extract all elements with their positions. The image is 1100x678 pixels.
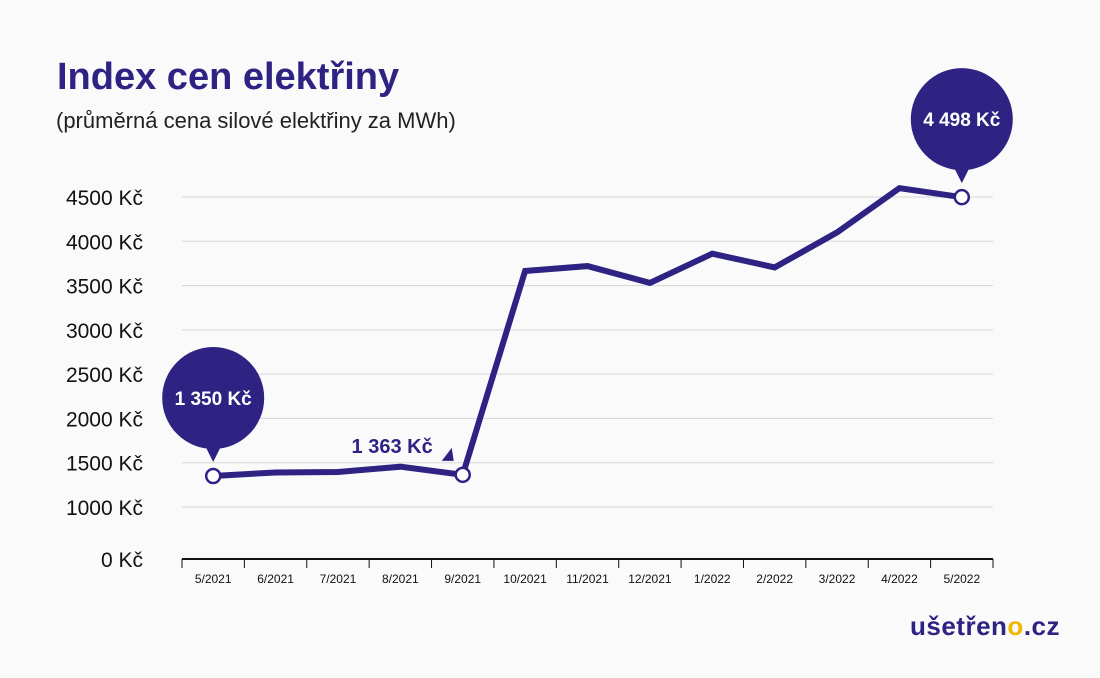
y-tick-label: 1500 Kč [66, 453, 143, 476]
bubble-label: 4 498 Kč [923, 110, 1001, 131]
x-tick-label: 7/2021 [320, 572, 357, 586]
y-tick-label: 1000 Kč [66, 497, 143, 520]
x-tick-label: 11/2021 [566, 572, 609, 586]
x-tick-label: 10/2021 [503, 572, 547, 586]
data-point-marker [953, 188, 971, 206]
y-tick-label: 0 Kč [101, 549, 143, 572]
x-tick-label: 6/2021 [257, 572, 294, 586]
value-label: 1 363 Kč [352, 436, 433, 458]
x-tick-label: 1/2022 [694, 572, 731, 586]
x-tick-label: 5/2022 [943, 572, 980, 586]
data-point-marker [204, 467, 222, 485]
bubble-pointer [205, 446, 222, 462]
y-tick-label: 2000 Kč [66, 408, 143, 431]
x-tick-label: 9/2021 [444, 572, 481, 586]
chart-subtitle: (průměrná cena silové elektřiny za MWh) [56, 108, 456, 133]
y-tick-label: 2500 Kč [66, 364, 143, 387]
bubble-pointer [953, 167, 970, 184]
x-tick-label: 3/2022 [819, 572, 856, 586]
y-tick-label: 4000 Kč [66, 231, 143, 254]
brand-logo: ušetřeno.cz [910, 611, 1060, 641]
y-tick-label: 4500 Kč [66, 187, 143, 210]
bubble-label: 1 350 Kč [175, 389, 253, 410]
series-line [210, 185, 965, 479]
x-tick-label: 12/2021 [628, 572, 672, 586]
x-tick-label: 4/2022 [881, 572, 918, 586]
value-bubble [162, 347, 265, 449]
chart-title: Index cen elektřiny [57, 56, 400, 98]
y-tick-label: 3000 Kč [66, 320, 143, 343]
x-tick-label: 5/2021 [195, 572, 232, 586]
x-tick-label: 8/2021 [382, 572, 419, 586]
data-point-marker [454, 466, 471, 484]
label-pointer [441, 447, 454, 461]
y-tick-label: 3500 Kč [66, 276, 143, 299]
value-bubble [910, 68, 1013, 171]
x-tick-label: 2/2022 [756, 572, 793, 586]
